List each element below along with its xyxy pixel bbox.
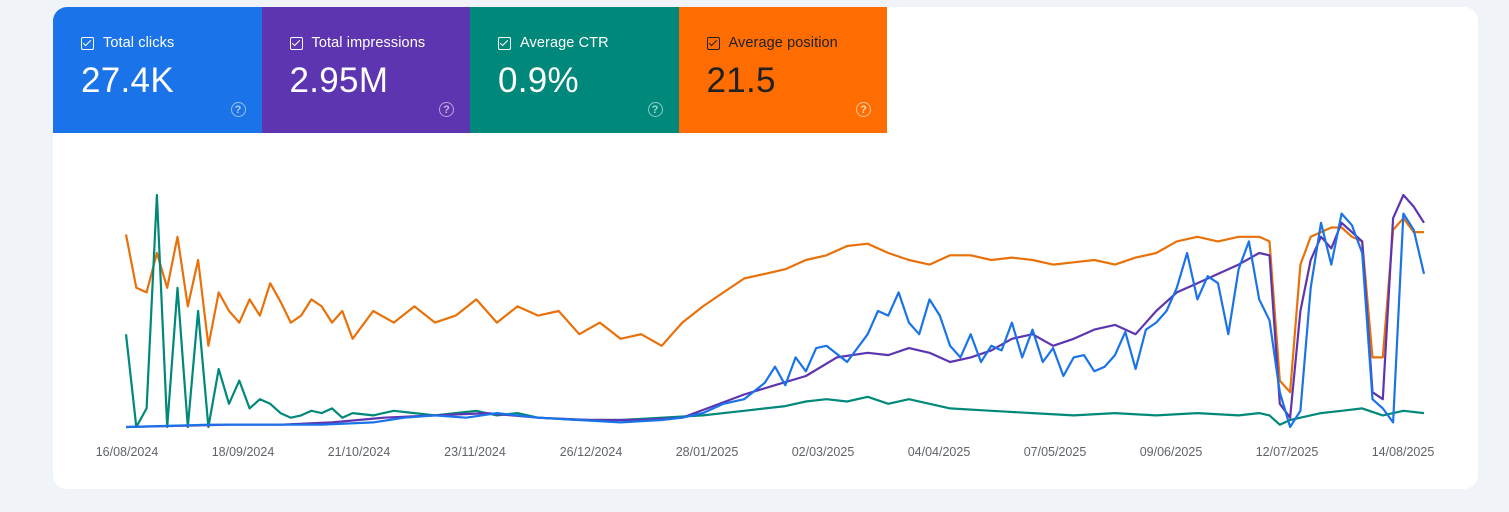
- metric-header: Average position: [706, 35, 888, 51]
- x-tick-label: 12/07/2025: [1256, 445, 1319, 459]
- x-tick-label: 02/03/2025: [792, 445, 855, 459]
- x-tick-label: 23/11/2024: [444, 445, 506, 459]
- question-circle-icon[interactable]: ?: [230, 102, 246, 117]
- checkbox-checked-icon[interactable]: [498, 36, 511, 50]
- question-circle-icon[interactable]: ?: [439, 102, 454, 117]
- metric-tile-average-position[interactable]: Average position 21.5 ?: [678, 7, 888, 133]
- metric-value: 2.95M: [289, 61, 389, 100]
- x-tick-label: 16/08/2024: [96, 445, 159, 459]
- series-line-total-clicks: [125, 212, 1426, 429]
- x-tick-label: 09/06/2025: [1140, 445, 1203, 459]
- series-line-average-position: [124, 217, 1424, 394]
- question-circle-icon[interactable]: ?: [647, 102, 663, 117]
- checkbox-checked-icon[interactable]: [289, 36, 303, 50]
- performance-card: Total clicks 27.4K ? Total impressions 2…: [53, 7, 1478, 489]
- series-layer: [124, 193, 1426, 429]
- metric-value: 27.4K: [81, 61, 174, 100]
- metric-header: Total impressions: [289, 35, 471, 51]
- metric-tile-average-ctr[interactable]: Average CTR 0.9% ?: [470, 7, 679, 133]
- metric-tile-total-clicks[interactable]: Total clicks 27.4K ?: [53, 7, 262, 133]
- metric-value: 21.5: [706, 61, 776, 100]
- metric-label: Total impressions: [311, 35, 426, 51]
- metric-header: Average CTR: [498, 35, 679, 51]
- x-tick-label: 07/05/2025: [1024, 445, 1087, 459]
- metric-value: 0.9%: [498, 61, 579, 100]
- performance-line-chart[interactable]: 16/08/2024 18/09/2024 21/10/2024 23/11/2024…: [53, 7, 1478, 489]
- x-tick-label: 21/10/2024: [328, 445, 391, 459]
- metric-label: Average CTR: [520, 35, 609, 51]
- checkbox-checked-icon[interactable]: [706, 36, 720, 50]
- metric-label: Total clicks: [103, 35, 175, 51]
- series-line-total-impressions: [125, 193, 1425, 429]
- x-tick-label: 18/09/2024: [212, 445, 275, 459]
- x-axis: 16/08/2024 18/09/2024 21/10/2024 23/11/2024…: [96, 445, 1435, 459]
- metric-header: Total clicks: [81, 35, 262, 51]
- series-line-average-ctr: [124, 193, 1425, 429]
- metric-tiles: Total clicks 27.4K ? Total impressions 2…: [53, 7, 887, 133]
- x-tick-label: 28/01/2025: [676, 445, 739, 459]
- x-tick-label: 26/12/2024: [560, 445, 623, 459]
- x-tick-label: 14/08/2025: [1372, 445, 1435, 459]
- x-tick-label: 04/04/2025: [908, 445, 971, 459]
- checkbox-checked-icon[interactable]: [81, 36, 94, 50]
- question-circle-icon[interactable]: ?: [856, 102, 871, 117]
- metric-label: Average position: [728, 35, 838, 51]
- metric-tile-total-impressions[interactable]: Total impressions 2.95M ?: [261, 7, 471, 133]
